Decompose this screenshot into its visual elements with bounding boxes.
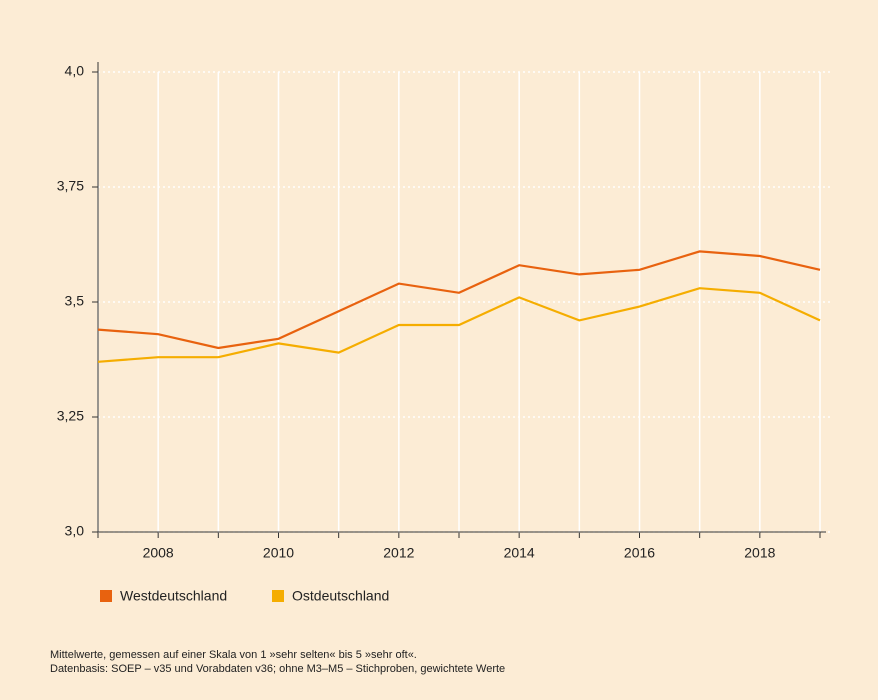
- y-tick-label: 3,5: [65, 293, 85, 309]
- x-tick-label: 2014: [504, 545, 535, 561]
- legend-label: Ostdeutschland: [292, 588, 389, 604]
- x-tick-label: 2012: [383, 545, 414, 561]
- note: Datenbasis: SOEP – v35 und Vorabdaten v3…: [50, 663, 505, 675]
- x-tick-label: 2008: [143, 545, 174, 561]
- legend-label: Westdeutschland: [120, 588, 227, 604]
- y-tick-label: 4,0: [65, 63, 85, 79]
- x-tick-label: 2018: [744, 545, 775, 561]
- series-line: [97, 287, 821, 363]
- legend-swatch: [100, 590, 112, 602]
- x-tick-label: 2016: [624, 545, 655, 561]
- x-tick-label: 2010: [263, 545, 294, 561]
- y-tick-label: 3,75: [57, 178, 84, 194]
- legend-swatch: [272, 590, 284, 602]
- y-tick-label: 3,0: [65, 523, 85, 539]
- series-line: [97, 250, 821, 350]
- y-tick-label: 3,25: [57, 408, 84, 424]
- note: Mittelwerte, gemessen auf einer Skala vo…: [50, 649, 417, 661]
